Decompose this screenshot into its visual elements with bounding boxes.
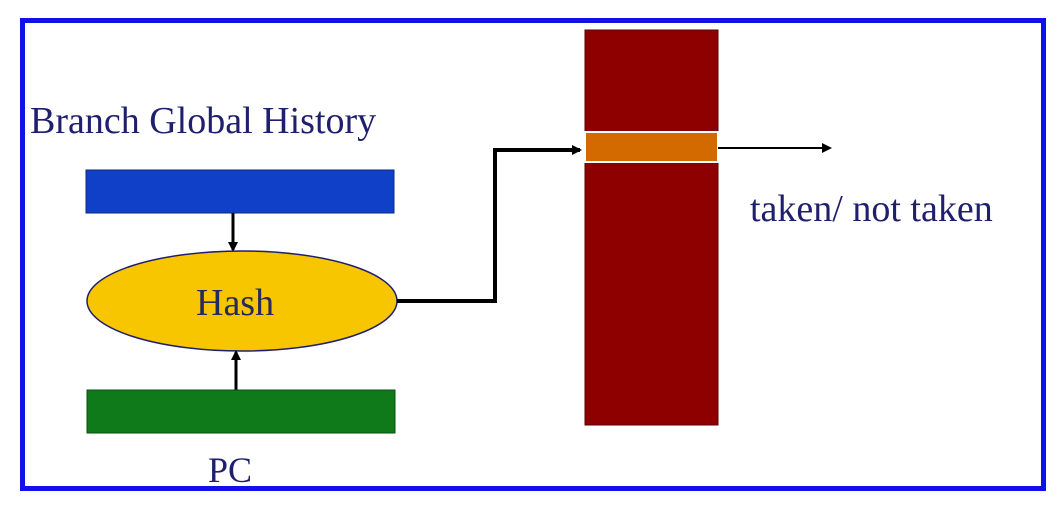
prediction-output-label: taken/ not taken — [750, 188, 993, 230]
global-history-label: Branch Global History — [30, 100, 377, 142]
global-history-register — [85, 169, 395, 214]
selected-table-entry — [584, 131, 719, 163]
pc-label: PC — [208, 450, 253, 490]
hash-to-table-arrow — [397, 145, 582, 303]
hash-label: Hash — [196, 282, 275, 324]
pattern-history-table — [584, 29, 719, 426]
pc-register — [86, 389, 396, 434]
